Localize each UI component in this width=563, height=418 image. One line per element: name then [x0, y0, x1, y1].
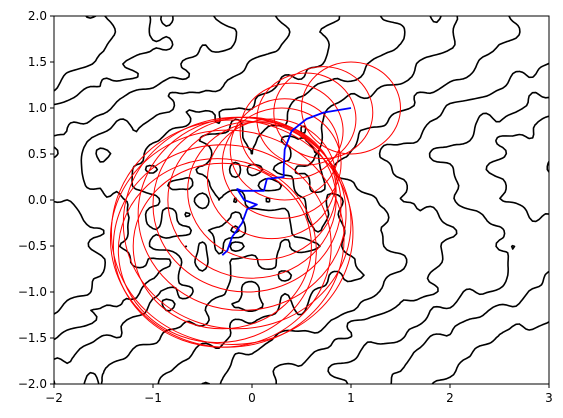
x-axis: −2 −1 0 1 2 3 — [45, 384, 553, 405]
contour-level-8 — [272, 62, 549, 384]
trust-region-circle-0 — [301, 61, 401, 155]
trust-region-circle-6 — [206, 118, 337, 240]
y-tick-label: −0.5 — [18, 239, 47, 253]
y-tick-label: 1.0 — [28, 101, 47, 115]
trust-region-circle-15 — [117, 158, 317, 344]
y-tick-label: −2.0 — [18, 377, 47, 391]
trust-region-circles — [109, 61, 401, 348]
x-tick-label: −1 — [144, 391, 162, 405]
contour-level-9 — [327, 91, 549, 384]
x-tick-label: 1 — [347, 391, 355, 405]
contour-level-5 — [83, 16, 406, 384]
trust-region-circle-14 — [112, 144, 332, 348]
y-tick-label: 0.0 — [28, 193, 47, 207]
contour-level-10 — [390, 115, 549, 384]
contour-lines — [54, 16, 549, 384]
y-tick-label: 0.5 — [28, 147, 47, 161]
y-tick-label: −1.0 — [18, 285, 47, 299]
y-tick-label: 1.5 — [28, 55, 47, 69]
contour-level-0 — [54, 16, 117, 92]
x-tick-label: 0 — [248, 391, 256, 405]
x-tick-label: −2 — [45, 391, 63, 405]
y-tick-label: −1.5 — [18, 331, 47, 345]
y-tick-label: 2.0 — [28, 9, 47, 23]
contour-level-1 — [54, 16, 174, 106]
contour-level-11 — [431, 160, 549, 384]
optimization-path — [221, 107, 352, 256]
optimization-path-line — [221, 107, 352, 256]
x-tick-label: 3 — [545, 391, 553, 405]
trust-region-circle-12 — [110, 119, 354, 345]
x-tick-label: 2 — [446, 391, 454, 405]
y-axis: −2.0 −1.5 −1.0 −0.5 0.0 0.5 1.0 1.5 2.0 — [18, 9, 54, 391]
trust-region-circle-16 — [132, 162, 312, 330]
trust-region-circle-7 — [187, 121, 337, 261]
